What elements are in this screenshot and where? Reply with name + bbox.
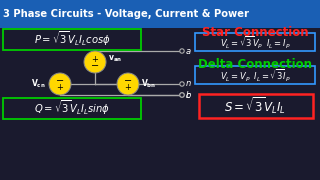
Text: $\mathbf{V_{bn}}$: $\mathbf{V_{bn}}$: [141, 78, 156, 90]
FancyBboxPatch shape: [199, 94, 313, 118]
Text: $\mathbf{v_{an}}$: $\mathbf{v_{an}}$: [108, 54, 122, 64]
Text: +: +: [57, 84, 63, 93]
Text: $Q = \sqrt{3}V_L I_L sin\phi$: $Q = \sqrt{3}V_L I_L sin\phi$: [34, 99, 110, 117]
Text: $\mathbf{V_{cn}}$: $\mathbf{V_{cn}}$: [31, 78, 46, 90]
Text: n: n: [186, 80, 191, 89]
FancyBboxPatch shape: [0, 0, 320, 28]
Circle shape: [180, 93, 184, 97]
Text: −: −: [91, 61, 99, 71]
Text: −: −: [124, 76, 132, 86]
Text: +: +: [92, 55, 99, 64]
FancyBboxPatch shape: [3, 29, 141, 50]
Circle shape: [180, 93, 184, 97]
Text: $S = \sqrt{3}V_L I_L$: $S = \sqrt{3}V_L I_L$: [224, 96, 286, 116]
Text: c: c: [186, 91, 191, 100]
FancyBboxPatch shape: [195, 66, 315, 84]
Text: 3 Phase Circuits - Voltage, Current & Power: 3 Phase Circuits - Voltage, Current & Po…: [3, 9, 249, 19]
FancyBboxPatch shape: [3, 98, 141, 119]
Text: +: +: [124, 84, 132, 93]
Text: a: a: [186, 46, 191, 55]
Text: b: b: [186, 91, 191, 100]
Circle shape: [84, 51, 106, 73]
Text: $P = \sqrt{3}V_L I_L cos\phi$: $P = \sqrt{3}V_L I_L cos\phi$: [34, 30, 110, 48]
FancyBboxPatch shape: [195, 33, 315, 51]
Text: $V_L = V_P \;\; I_L = \sqrt{3}I_P$: $V_L = V_P \;\; I_L = \sqrt{3}I_P$: [220, 67, 290, 83]
Circle shape: [49, 73, 71, 95]
Text: −: −: [56, 76, 64, 86]
Circle shape: [117, 73, 139, 95]
Circle shape: [180, 82, 184, 86]
Text: $V_L = \sqrt{3}V_P \;\; I_L = I_P$: $V_L = \sqrt{3}V_P \;\; I_L = I_P$: [220, 34, 290, 50]
Text: Delta Connection: Delta Connection: [198, 58, 312, 71]
Circle shape: [180, 49, 184, 53]
Text: Star Connection: Star Connection: [202, 26, 308, 39]
